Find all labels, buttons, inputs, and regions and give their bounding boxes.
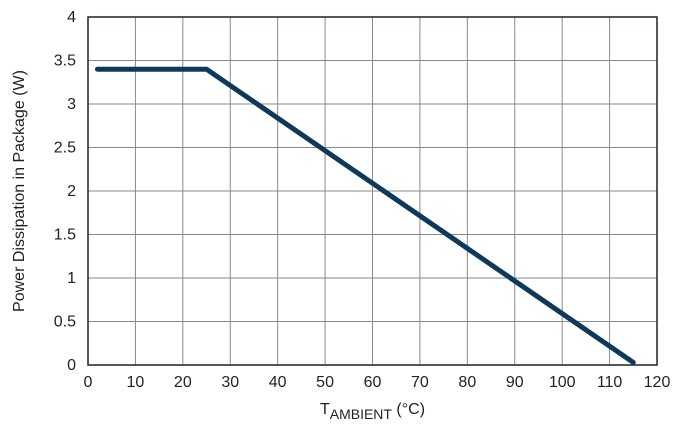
y-tick-label: 3.5: [54, 53, 76, 70]
y-tick-label: 2.5: [54, 140, 76, 157]
x-tick-label: 90: [506, 374, 524, 391]
y-tick-label: 4: [67, 9, 76, 26]
x-tick-label: 80: [458, 374, 476, 391]
y-tick-labels: 0 0.5 1 1.5 2 2.5 3 3.5 4: [54, 9, 76, 374]
grid-lines: [88, 17, 657, 365]
x-axis-label-main: T: [320, 401, 330, 418]
x-axis-label: TAMBIENT (°C): [320, 401, 425, 422]
x-axis-label-unit: (°C): [392, 401, 425, 418]
x-tick-label: 10: [127, 374, 145, 391]
x-tick-label: 50: [316, 374, 334, 391]
y-tick-label: 2: [67, 183, 76, 200]
plot-frame: [87, 16, 658, 366]
series-layer: [94, 66, 636, 365]
y-axis-label: Power Dissipation in Package (W): [11, 70, 28, 312]
x-tick-label: 0: [84, 374, 93, 391]
x-tick-label: 60: [364, 374, 382, 391]
x-tick-label: 40: [269, 374, 287, 391]
x-tick-label: 30: [221, 374, 239, 391]
y-tick-label: 0.5: [54, 314, 76, 331]
x-tick-label: 20: [174, 374, 192, 391]
y-tick-label: 1.5: [54, 227, 76, 244]
x-tick-label: 120: [644, 374, 671, 391]
x-tick-label: 110: [597, 374, 623, 391]
x-axis-label-subscript: AMBIENT: [330, 406, 393, 422]
x-tick-labels: 0 10 20 30 40 50 60 70 80 90 100 110 120: [84, 374, 671, 391]
y-tick-label: 3: [67, 96, 76, 113]
y-tick-label: 0: [67, 357, 76, 374]
x-tick-label: 100: [549, 374, 576, 391]
x-tick-label: 70: [411, 374, 429, 391]
y-tick-label: 1: [67, 270, 76, 287]
series-line: [94, 66, 636, 365]
